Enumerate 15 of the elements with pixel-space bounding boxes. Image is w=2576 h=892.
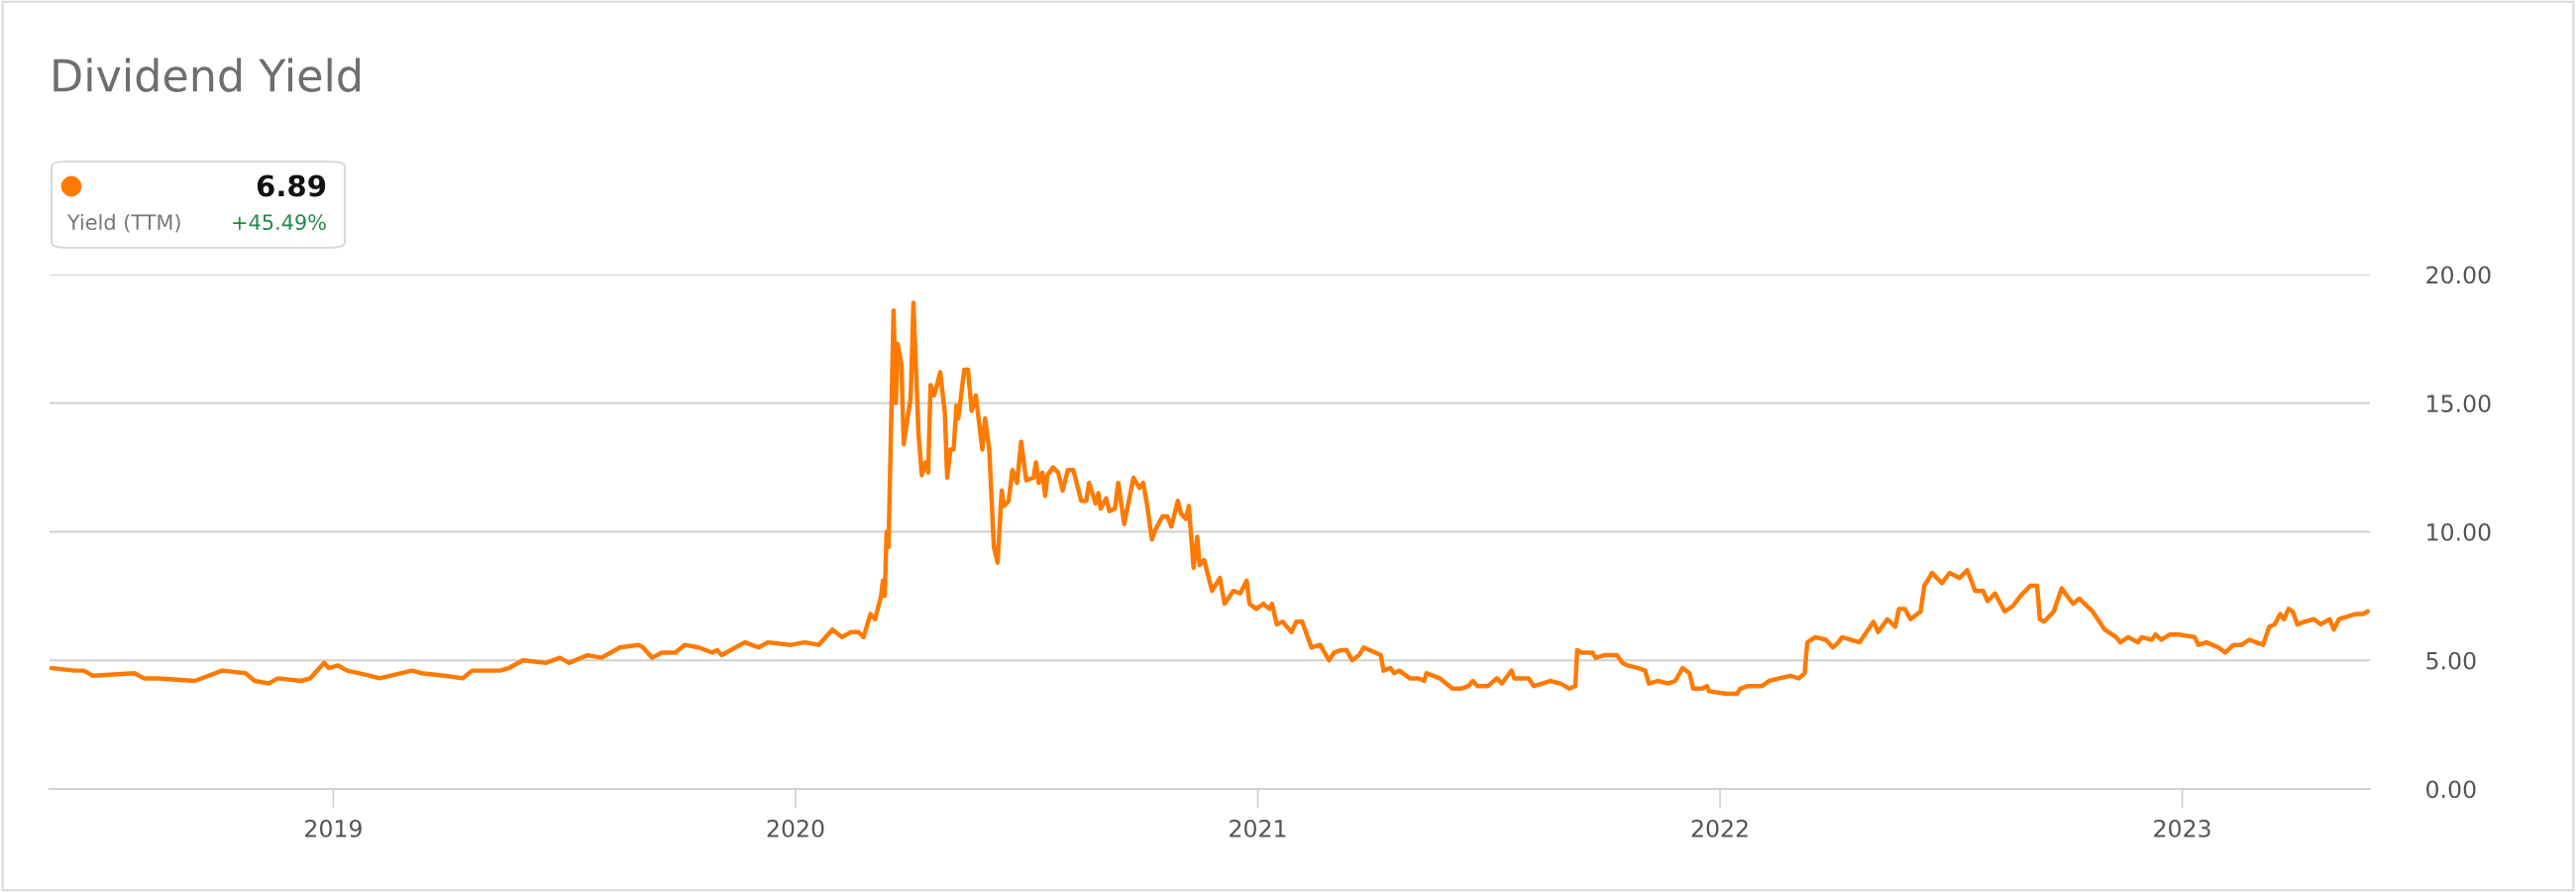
text: +45.49% — [233, 214, 326, 231]
y-tick-label: 10.00 — [2427, 522, 2491, 541]
y-tick-label: 15.00 — [2427, 394, 2491, 413]
y-tick-label: 0.00 — [2426, 780, 2476, 799]
text: Yield (TTM) — [66, 213, 180, 233]
x-tick-label: 2019 — [305, 819, 362, 837]
x-tick-label: 2020 — [767, 819, 824, 837]
text: 6.89 — [257, 174, 326, 197]
y-tick-label: 20.00 — [2426, 266, 2491, 284]
x-tick-label: 2021 — [1230, 819, 1286, 837]
x-tick-label: 2023 — [2154, 819, 2210, 837]
y-tick-label: 5.00 — [2426, 651, 2476, 670]
chart-title: Dividend Yield — [54, 57, 361, 92]
x-tick-label: 2022 — [1691, 819, 1748, 837]
line-series — [50, 300, 2370, 697]
